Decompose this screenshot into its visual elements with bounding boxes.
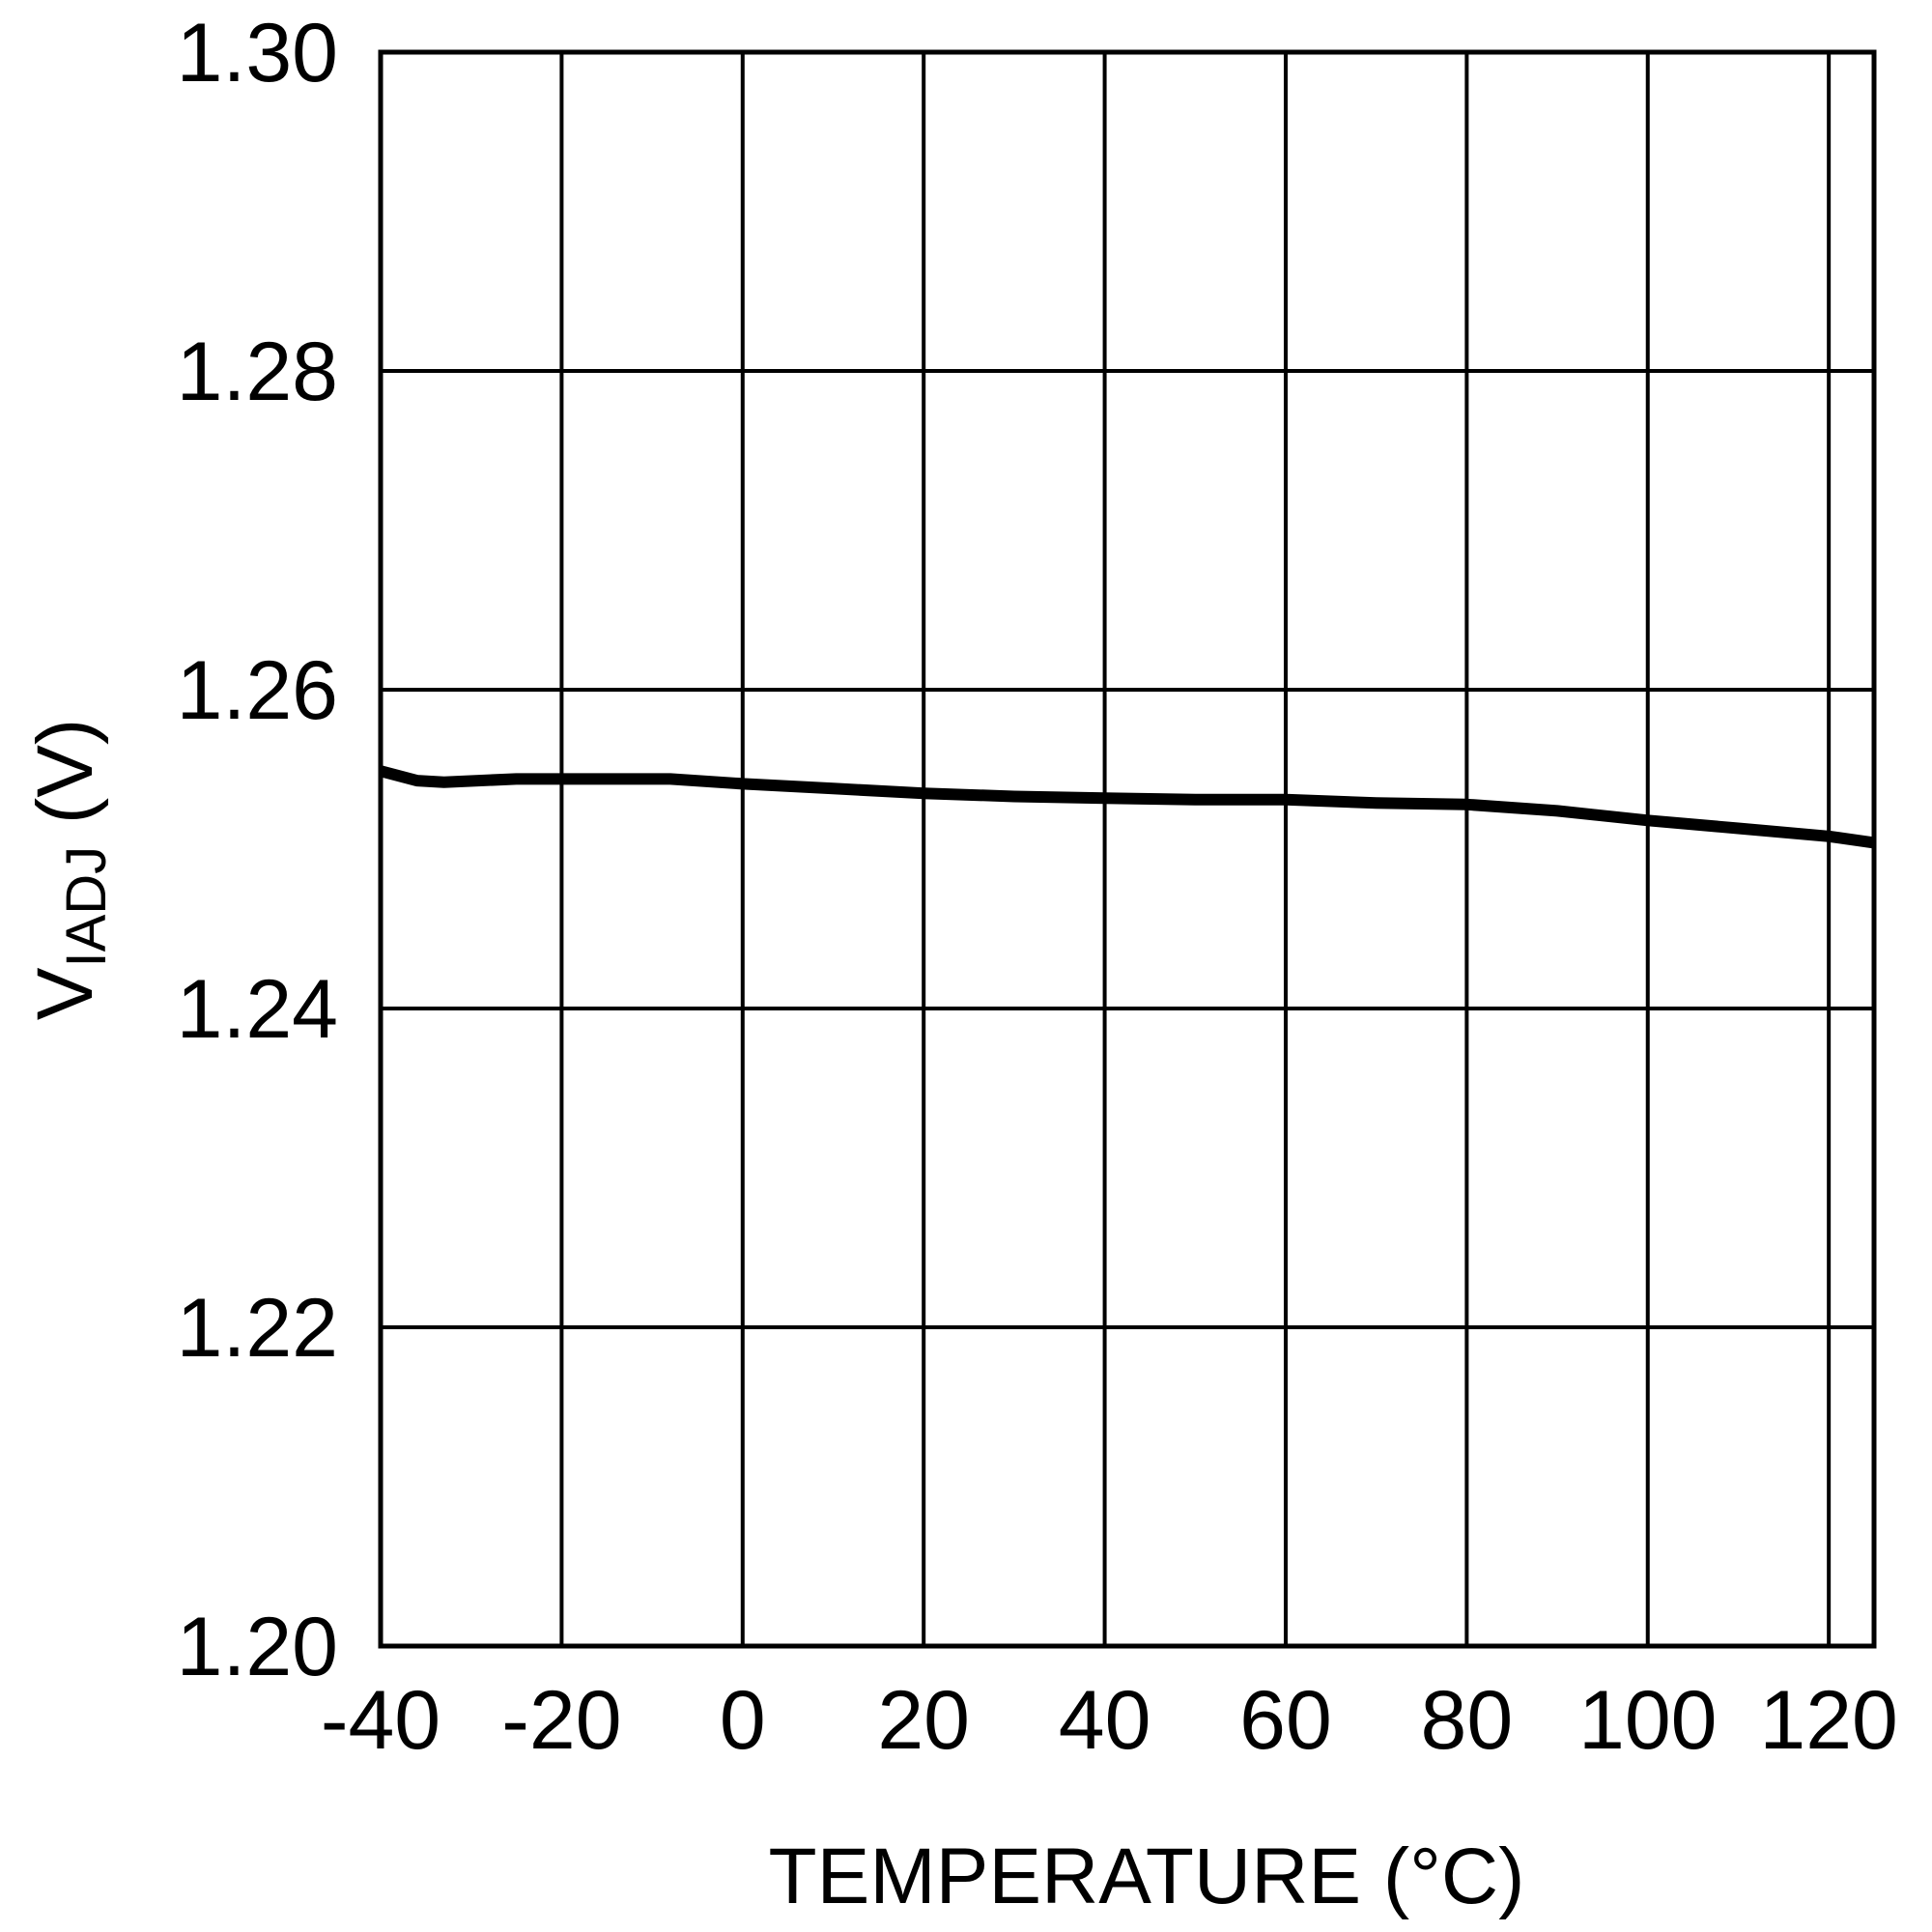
x-tick-label: 20 [877,1674,970,1767]
y-axis-label-unit: (V) [21,719,109,846]
x-tick-label: -40 [321,1674,440,1767]
x-tick-label: 60 [1239,1674,1332,1767]
x-tick-label: 80 [1421,1674,1514,1767]
y-axis-label-main: V [21,967,109,1020]
y-tick-label: 1.24 [177,963,338,1056]
x-tick-label: -20 [501,1674,621,1767]
y-tick-label: 1.22 [177,1282,338,1375]
x-tick-label: 120 [1759,1674,1898,1767]
y-tick-label: 1.20 [177,1601,338,1693]
x-tick-label: 100 [1578,1674,1718,1767]
series-layer [379,765,1875,849]
grid [381,52,1874,1646]
y-tick-label: 1.28 [177,326,338,418]
x-axis-label: TEMPERATURE (°C) [769,1833,1525,1920]
series-line-0 [379,765,1875,849]
y-tick-label: 1.26 [177,644,338,737]
y-tick-labels: 1.20 1.22 1.24 1.26 1.28 1.30 [177,7,338,1693]
y-axis-label-subscript: IADJ [55,846,118,968]
plot-frame [378,49,1877,1649]
y-axis-label: VIADJ (V) [21,719,118,1020]
x-tick-label: 40 [1059,1674,1151,1767]
x-tick-label: 0 [720,1674,766,1767]
y-tick-label: 1.30 [177,7,338,99]
x-tick-labels: -40 -20 0 20 40 60 80 100 120 [321,1674,1898,1767]
